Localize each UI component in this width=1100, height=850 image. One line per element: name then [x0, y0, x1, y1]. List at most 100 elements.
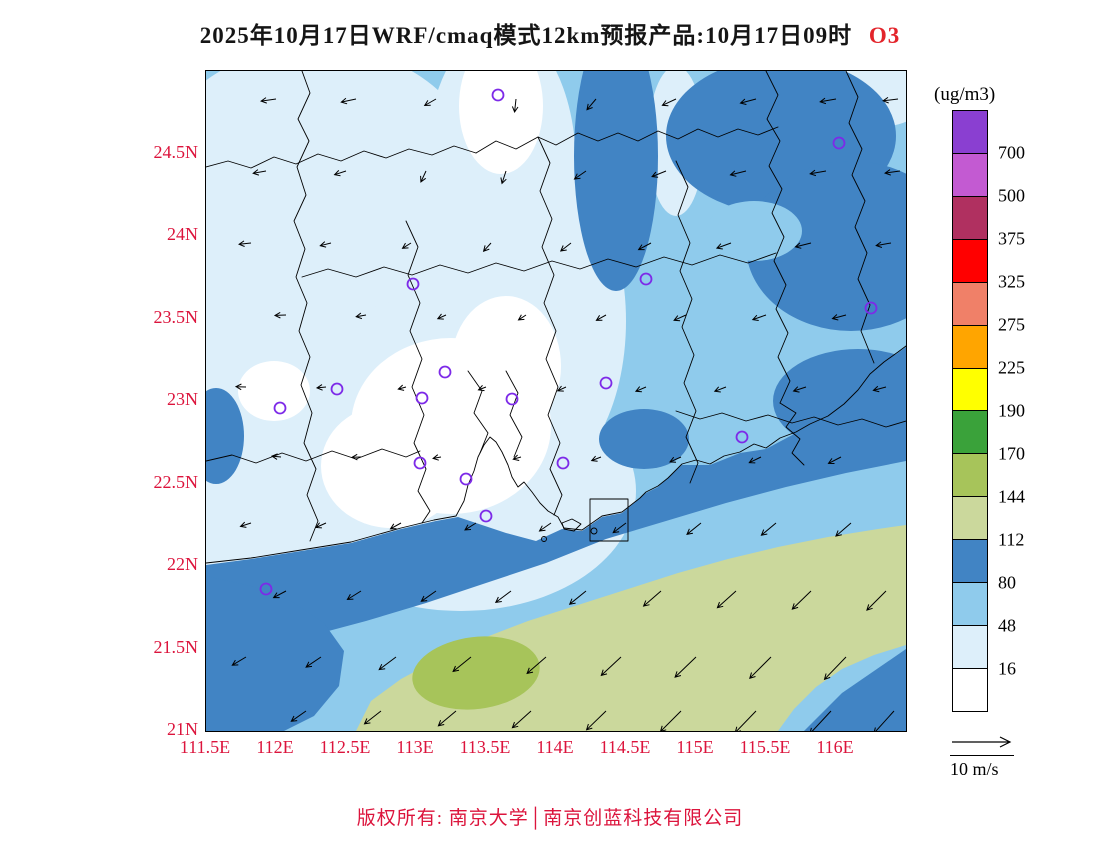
wind-arrow: [526, 656, 547, 675]
station-marker: [438, 365, 452, 379]
colorbar-box: [953, 282, 987, 326]
colorbar-box: [953, 497, 987, 541]
wind-arrow: [234, 383, 247, 391]
chart-title-text: 2025年10月17日WRF/cmaq模式12km预报产品:10月17日09时: [199, 23, 853, 48]
colorbar-box: [953, 583, 987, 627]
wind-arrow: [239, 521, 252, 528]
contour-fills: [206, 71, 906, 731]
station-markers: [259, 88, 878, 596]
wind-scale-arrow-icon: [952, 736, 1012, 748]
wind-arrow: [661, 98, 677, 107]
wind-arrow: [568, 590, 587, 605]
wind-arrow: [363, 710, 382, 725]
colorbar-tick-label: 500: [998, 185, 1025, 206]
lat-tick-label: 21N: [167, 719, 198, 739]
lon-tick-label: 112.5E: [319, 737, 371, 757]
wind-arrow: [748, 456, 762, 464]
wind-arrow: [512, 454, 522, 461]
wind-arrow: [673, 314, 687, 322]
lon-tick-label: 111.5E: [179, 737, 231, 757]
wind-arrow: [238, 240, 252, 247]
colorbar-tick-label: 144: [998, 486, 1025, 507]
wind-arrow: [792, 386, 807, 393]
wind-arrow: [669, 456, 682, 463]
wind-arrow: [637, 242, 652, 251]
colorbar-box: [953, 411, 987, 455]
station-marker: [413, 456, 427, 470]
station-marker: [639, 272, 653, 286]
wind-arrow: [340, 97, 357, 105]
colorbar-box: [953, 325, 987, 369]
station-marker: [330, 382, 344, 396]
wind-arrow: [432, 454, 442, 461]
wind-arrow: [401, 242, 412, 249]
lon-tick-label: 115E: [676, 737, 714, 757]
colorbar-tick-label: 170: [998, 443, 1025, 464]
wind-arrow: [252, 169, 267, 176]
lat-tick-label: 22.5N: [153, 471, 199, 492]
wind-arrow: [573, 170, 587, 180]
wind-arrow: [290, 710, 307, 722]
map-area: [205, 70, 907, 732]
lat-tick-label: 21.5N: [153, 636, 199, 657]
lon-tick-label: 116E: [816, 737, 854, 757]
wind-arrow: [477, 384, 487, 392]
colorbar-box: [953, 239, 987, 283]
wind-arrow: [819, 97, 837, 105]
wind-arrow: [835, 522, 852, 537]
chart-title: 2025年10月17日WRF/cmaq模式12km预报产品:10月17日09时 …: [0, 16, 1100, 50]
copyright-footer: 版权所有: 南京大学│南京创蓝科技有限公司: [356, 808, 744, 829]
station-marker: [556, 456, 570, 470]
wind-arrow: [872, 385, 887, 393]
colorbar-tick-label: 700: [998, 142, 1025, 163]
wind-vectors: [231, 96, 901, 731]
station-marker: [735, 430, 749, 444]
station-marker: [505, 392, 519, 406]
wind-arrow: [346, 590, 362, 601]
wind-arrow: [333, 170, 347, 177]
station-marker: [864, 301, 878, 315]
wind-arrow: [437, 710, 457, 727]
wind-arrow: [559, 242, 572, 252]
wind-arrow: [715, 242, 732, 250]
wind-arrow: [586, 98, 597, 111]
colorbar: 700 500 375 325 275 225 190 170 144 112 80 48 16: [952, 110, 1025, 712]
wind-arrow: [511, 98, 519, 113]
wind-arrow: [716, 590, 737, 609]
wind-arrow: [273, 311, 287, 319]
wind-arrow: [494, 590, 512, 604]
colorbar-box: [953, 111, 987, 154]
colorbar-tick-label: 225: [998, 357, 1025, 378]
wind-arrow: [873, 710, 895, 731]
colorbar-box: [953, 368, 987, 412]
wind-arrow: [809, 169, 827, 177]
wind-arrow: [866, 590, 887, 611]
wind-arrow: [660, 710, 682, 731]
colorbar-box: [953, 668, 987, 711]
wind-arrow: [319, 241, 332, 248]
wind-arrow: [397, 384, 407, 391]
station-marker: [832, 136, 846, 150]
wind-arrow: [739, 98, 757, 105]
wind-arrow: [305, 656, 322, 668]
station-marker: [415, 391, 429, 405]
lon-tick-label: 114E: [536, 737, 574, 757]
wind-arrow: [272, 590, 287, 599]
wind-arrow: [260, 97, 277, 104]
colorbar-tick-label: 80: [998, 572, 1016, 593]
colorbar-tick-label: 325: [998, 271, 1025, 292]
wind-arrow: [810, 710, 832, 731]
wind-arrow: [595, 314, 607, 321]
wind-arrow: [760, 522, 777, 536]
lat-tick-label: 23N: [167, 389, 198, 409]
wind-arrow: [420, 590, 437, 602]
lat-tick-label: 23.5N: [153, 306, 199, 327]
lon-tick-label: 115.5E: [739, 737, 791, 757]
wind-arrow: [729, 170, 747, 177]
colorbar-bar: [952, 110, 988, 712]
station-marker: [259, 582, 273, 596]
wind-arrow: [713, 386, 727, 393]
station-marker: [491, 88, 505, 102]
wind-arrow: [355, 312, 367, 320]
